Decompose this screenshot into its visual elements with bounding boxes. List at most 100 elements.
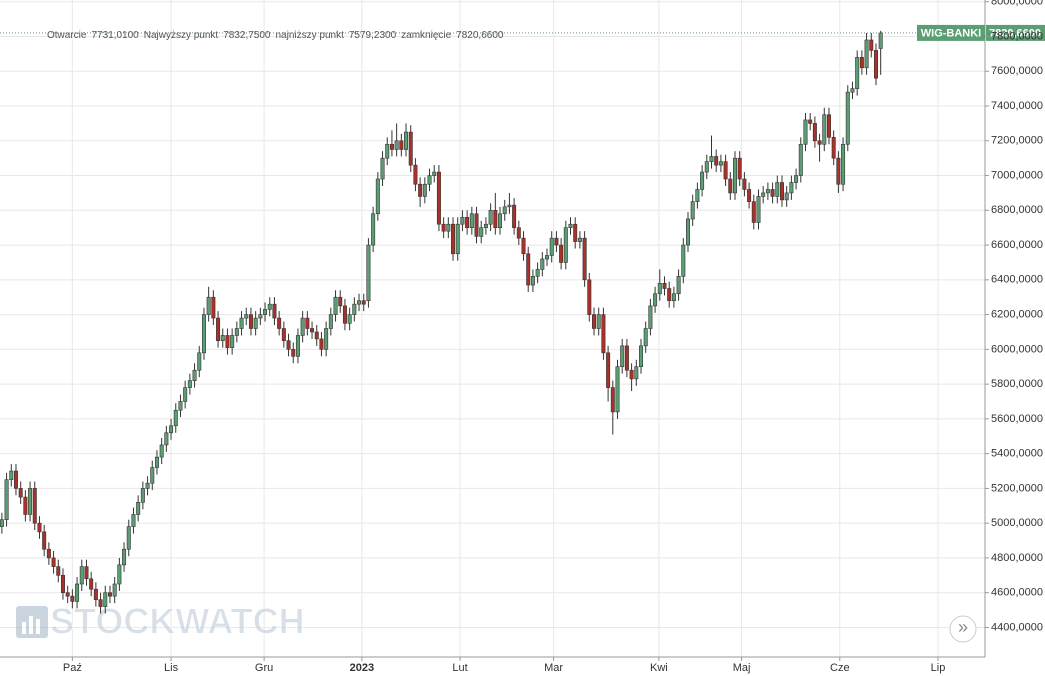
candle-body [324, 328, 329, 350]
x-tick-label: 2023 [350, 662, 374, 674]
x-tick-label: Kwi [650, 662, 668, 674]
candle-body [695, 189, 700, 202]
ohlc-header: Otwarcie 7731,0100 Najwyższy punkt 7832,750… [47, 30, 504, 41]
candle-body [775, 182, 780, 197]
candle-body [169, 425, 174, 434]
candle-body [145, 482, 150, 489]
candle-body [540, 258, 545, 270]
y-tick-label: 5400,0000 [991, 448, 1043, 460]
y-tick-label: 8000,0000 [991, 0, 1043, 8]
candle-body [582, 237, 587, 281]
candle-body [455, 223, 460, 255]
candle-body [0, 519, 4, 527]
candle-body [624, 345, 629, 371]
candle-body [690, 201, 695, 220]
candle-body [328, 314, 333, 329]
scroll-button[interactable]: » [949, 615, 977, 643]
scroll-button-circle[interactable] [949, 615, 977, 643]
candle-body [479, 227, 484, 237]
candle-body [18, 488, 23, 498]
candle-body [521, 237, 526, 255]
candle-body [314, 331, 319, 340]
candle-body [474, 213, 479, 237]
candle-body [220, 335, 225, 341]
watermark-icon-bar [22, 622, 26, 634]
candle-body [394, 140, 399, 150]
candle-body [855, 57, 860, 89]
header-value: 7820,6600 [456, 30, 504, 41]
candle-body [460, 216, 465, 225]
candle-body [742, 178, 747, 190]
header-label: najniższy punkt [275, 30, 344, 41]
candle-body [784, 192, 789, 201]
candle-body [75, 583, 80, 602]
header-label: zamknięcie [401, 30, 451, 41]
candle-body [756, 196, 761, 223]
candle-body [526, 253, 531, 286]
candle-body [841, 143, 846, 185]
y-tick-label: 4400,0000 [991, 621, 1043, 633]
x-tick-label: Lis [164, 662, 179, 674]
candle-body [620, 345, 625, 368]
candle-body [361, 300, 366, 305]
candle-body [366, 244, 371, 301]
candle-body [826, 114, 831, 138]
candle-body [498, 213, 503, 228]
header-label: Najwyższy punkt [144, 30, 219, 41]
candle-body [253, 317, 258, 329]
candle-body [375, 178, 380, 215]
candle-body [140, 488, 145, 503]
candle-body [206, 296, 211, 315]
y-tick-label: 7400,0000 [991, 100, 1043, 112]
candle-body [93, 588, 98, 600]
candle-body [568, 223, 573, 228]
candle-body [493, 210, 498, 228]
y-tick-label: 5000,0000 [991, 517, 1043, 529]
candle-body [211, 296, 216, 319]
candle-body [634, 366, 639, 380]
candle-body [761, 192, 766, 197]
x-tick-label: Cze [830, 662, 850, 674]
candle-body [629, 369, 634, 380]
candle-body [831, 137, 836, 159]
candle-body [389, 143, 394, 150]
candle-body [732, 157, 737, 194]
watermark-icon-bar [29, 616, 33, 634]
candle-body [404, 131, 409, 150]
candle-body [728, 178, 733, 194]
candle-body [794, 175, 799, 183]
candle-body [230, 335, 235, 348]
y-tick-label: 7800,0000 [991, 30, 1043, 42]
candle-body [751, 201, 756, 223]
candle-body [549, 237, 554, 256]
candle-body [592, 314, 596, 329]
candle-body [577, 237, 582, 242]
y-tick-label: 5800,0000 [991, 378, 1043, 390]
candle-body [737, 157, 742, 180]
scroll-button-label[interactable]: » [958, 617, 968, 637]
legend-label: WIG-BANKI [921, 27, 982, 39]
candle-body [9, 470, 14, 481]
candle-body [84, 566, 89, 580]
candle-body [436, 171, 441, 225]
y-tick-label: 5600,0000 [991, 413, 1043, 425]
candle-body [385, 143, 390, 159]
candle-body [873, 50, 878, 79]
candle-body [399, 140, 404, 150]
candle-body [432, 171, 437, 176]
candle-body [338, 296, 343, 307]
candle-body [469, 213, 474, 228]
candle-body [765, 189, 770, 194]
candle-body [272, 303, 277, 319]
candle-body [150, 467, 155, 484]
x-tick-label: Lip [931, 662, 946, 674]
candle-body [573, 223, 578, 242]
x-tick-label: Gru [255, 662, 273, 674]
candle-body [201, 314, 206, 354]
series-badge [917, 24, 985, 41]
candle-body [563, 227, 568, 263]
candle-body [37, 522, 42, 533]
candle-body [319, 338, 324, 350]
candle-body [606, 352, 611, 388]
candle-body [263, 309, 268, 315]
